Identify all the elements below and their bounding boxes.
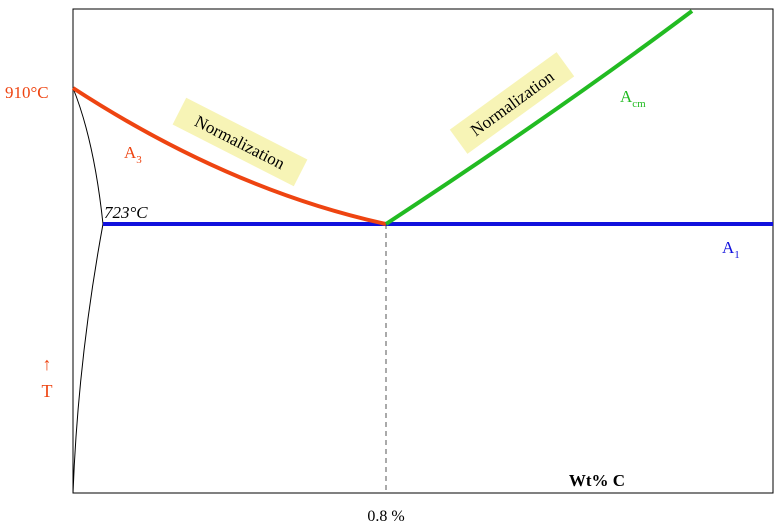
a3-label-main: A [124, 143, 137, 162]
a1-label-main: A [722, 238, 735, 257]
x-axis-title: Wt% C [569, 471, 625, 490]
a1-label: A1 [722, 238, 740, 261]
temperature-arrow: ↑ [43, 354, 52, 374]
normalization-label-right: Normalization [467, 67, 558, 140]
temp-910-label: 910°C [5, 83, 49, 102]
gamma-alpha-boundary-upper [72, 87, 104, 225]
a3-label-sub: 3 [136, 154, 142, 166]
temp-723-label: 723°C [104, 203, 148, 222]
alpha-solvus-curve [72, 223, 104, 494]
temperature-axis-label: T [42, 381, 53, 401]
acm-label-main: A [620, 87, 633, 106]
eutectoid-composition-label: 0.8 % [367, 508, 404, 525]
normalization-box-right-bg [449, 52, 575, 154]
normalization-box-left-bg [172, 97, 308, 187]
acm-label-sub: cm [632, 98, 646, 110]
plot-frame [72, 8, 774, 494]
acm-curve [384, 9, 694, 226]
a1-label-sub: 1 [734, 249, 740, 261]
acm-label: Acm [620, 87, 646, 110]
a3-curve [71, 86, 387, 226]
normalization-box-left: Normalization [172, 97, 308, 187]
a3-label: A3 [124, 143, 142, 166]
